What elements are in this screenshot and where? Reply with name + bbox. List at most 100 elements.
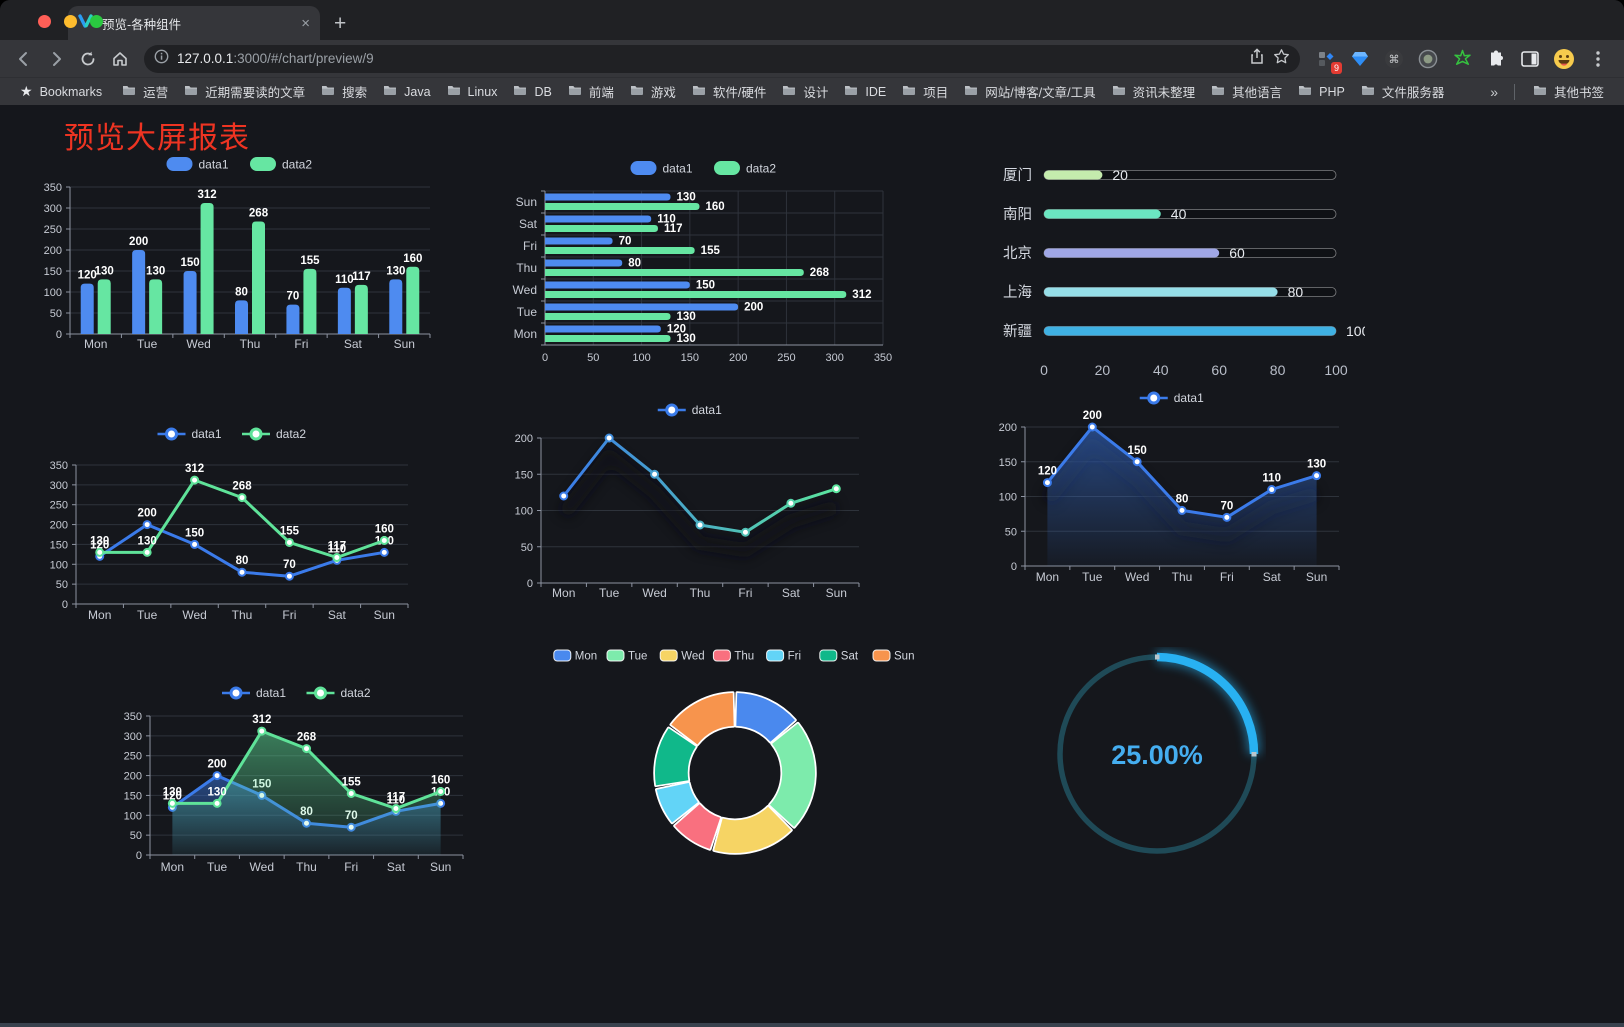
bookmark-folder-item[interactable]: 软件/硬件 xyxy=(684,79,774,104)
svg-text:60: 60 xyxy=(1229,245,1245,261)
bookmark-folder-item[interactable]: Linux xyxy=(439,81,506,102)
svg-text:Tue: Tue xyxy=(137,337,158,351)
bar-chart: data1 data2 0 50 100 150 200 250 300 350 Mon Tue Wed… xyxy=(30,151,445,366)
bookmark-folder-item[interactable]: 游戏 xyxy=(622,79,684,104)
svg-text:200: 200 xyxy=(124,771,142,783)
bookmark-folder-item[interactable]: 运营 xyxy=(114,79,176,104)
svg-text:155: 155 xyxy=(280,525,300,537)
zoom-window-button[interactable] xyxy=(90,15,103,28)
bookmark-folder-item[interactable]: 网站/博客/文章/工具 xyxy=(956,79,1103,104)
svg-text:Sat: Sat xyxy=(1263,570,1282,584)
bookmark-folder-item[interactable]: 近期需要读的文章 xyxy=(176,79,313,104)
site-info-icon[interactable] xyxy=(154,49,169,69)
svg-text:0: 0 xyxy=(1040,362,1048,378)
svg-text:data2: data2 xyxy=(276,427,306,441)
bookmark-star-icon[interactable] xyxy=(1273,48,1290,70)
forward-button[interactable] xyxy=(42,45,70,73)
svg-text:100: 100 xyxy=(44,287,62,299)
bookmarks-overflow-chevron[interactable]: » xyxy=(1490,83,1498,100)
svg-text:268: 268 xyxy=(297,732,317,744)
svg-text:110: 110 xyxy=(335,274,354,286)
bookmark-folder-item[interactable]: DB xyxy=(505,81,559,102)
star-icon: ★ xyxy=(20,83,33,99)
svg-text:50: 50 xyxy=(56,579,68,591)
svg-text:117: 117 xyxy=(328,541,347,553)
bookmark-folder-item[interactable]: 前端 xyxy=(560,79,622,104)
bookmark-folder-item[interactable]: 资讯未整理 xyxy=(1104,79,1204,104)
svg-text:0: 0 xyxy=(542,352,548,364)
browser-tab[interactable]: 预览-各种组件 × xyxy=(68,6,320,40)
recorder-extension-icon[interactable] xyxy=(1416,47,1440,71)
tab-close-icon[interactable]: × xyxy=(301,14,310,32)
svg-text:100: 100 xyxy=(1324,362,1348,378)
bookmark-folder-item[interactable]: PHP xyxy=(1290,81,1353,102)
bookmark-folder-item[interactable]: 其他语言 xyxy=(1203,79,1290,104)
svg-text:70: 70 xyxy=(1220,500,1233,512)
city-progress-chart: 厦门 20 南阳 40 北京 60 上海 80 新疆 100 0 20 40 60 80 100 xyxy=(995,159,1370,389)
svg-text:Mon: Mon xyxy=(84,337,107,351)
other-bookmarks-folder[interactable]: 其他书签 xyxy=(1525,79,1612,104)
svg-text:Fri: Fri xyxy=(738,586,752,600)
svg-text:40: 40 xyxy=(1153,362,1169,378)
svg-text:110: 110 xyxy=(387,794,406,806)
svg-text:Sat: Sat xyxy=(782,586,801,600)
bookmark-folder-item[interactable]: IDE xyxy=(836,81,894,102)
svg-text:200: 200 xyxy=(207,759,226,771)
svg-text:50: 50 xyxy=(50,308,62,320)
svg-text:150: 150 xyxy=(124,790,142,802)
svg-text:Mon: Mon xyxy=(552,586,575,600)
back-button[interactable] xyxy=(10,45,38,73)
svg-text:0: 0 xyxy=(1011,561,1017,573)
svg-text:250: 250 xyxy=(50,500,68,512)
bookmark-folder-item[interactable]: Java xyxy=(375,81,438,102)
bookmark-folder-item[interactable]: 搜索 xyxy=(313,79,375,104)
bookmark-folder-item[interactable]: 文件服务器 xyxy=(1353,79,1453,104)
svg-text:117: 117 xyxy=(387,792,406,804)
extensions-puzzle-icon[interactable] xyxy=(1484,47,1508,71)
browser-menu-icon[interactable] xyxy=(1586,47,1610,71)
home-button[interactable] xyxy=(106,45,134,73)
share-icon[interactable] xyxy=(1249,47,1265,70)
bookmark-folder-item[interactable]: 项目 xyxy=(894,79,956,104)
svg-text:150: 150 xyxy=(185,527,204,539)
svg-text:Sun: Sun xyxy=(374,608,395,622)
folder-icon xyxy=(447,84,461,99)
svg-text:70: 70 xyxy=(283,559,296,571)
svg-text:Fri: Fri xyxy=(1220,570,1234,584)
folder-icon xyxy=(184,84,198,99)
svg-text:50: 50 xyxy=(521,542,533,554)
svg-text:150: 150 xyxy=(696,280,715,292)
svg-text:80: 80 xyxy=(236,555,249,567)
bookmarks-root[interactable]: ★ Bookmarks xyxy=(20,83,103,99)
svg-text:130: 130 xyxy=(95,265,114,277)
svg-text:data2: data2 xyxy=(282,158,312,172)
tab-manager-extension-icon[interactable]: 9 xyxy=(1314,47,1342,74)
svg-text:50: 50 xyxy=(1005,526,1017,538)
command-extension-icon[interactable]: ⌘ xyxy=(1382,47,1406,71)
gem-extension-icon[interactable] xyxy=(1348,47,1372,71)
svg-text:Sat: Sat xyxy=(344,337,363,351)
minimize-window-button[interactable] xyxy=(64,15,77,28)
folder-icon xyxy=(964,84,978,99)
green-star-extension-icon[interactable] xyxy=(1450,47,1474,71)
horizontal-bar-chart: data1 data2 0 50 100 150 200 250 300 350 Sun Sat Fri… xyxy=(500,155,900,372)
folder-icon xyxy=(1361,84,1375,99)
side-panel-icon[interactable] xyxy=(1518,47,1542,71)
svg-text:70: 70 xyxy=(287,291,300,303)
folder-icon xyxy=(692,84,706,99)
svg-text:100: 100 xyxy=(124,810,142,822)
bookmark-folder-item[interactable]: 设计 xyxy=(774,79,836,104)
svg-text:300: 300 xyxy=(44,203,62,215)
new-tab-button[interactable]: + xyxy=(334,12,347,35)
svg-text:Fri: Fri xyxy=(523,239,537,253)
close-window-button[interactable] xyxy=(38,15,51,28)
svg-text:Thu: Thu xyxy=(734,651,754,663)
svg-text:北京: 北京 xyxy=(1003,245,1032,262)
svg-text:厦门: 厦门 xyxy=(1003,167,1032,184)
svg-text:120: 120 xyxy=(163,790,182,802)
reload-button[interactable] xyxy=(74,45,102,73)
svg-text:data1: data1 xyxy=(692,403,722,417)
address-bar[interactable]: 127.0.0.1:3000/#/chart/preview/9 xyxy=(144,44,1300,73)
svg-text:150: 150 xyxy=(180,257,199,269)
profile-avatar[interactable] xyxy=(1552,47,1576,71)
